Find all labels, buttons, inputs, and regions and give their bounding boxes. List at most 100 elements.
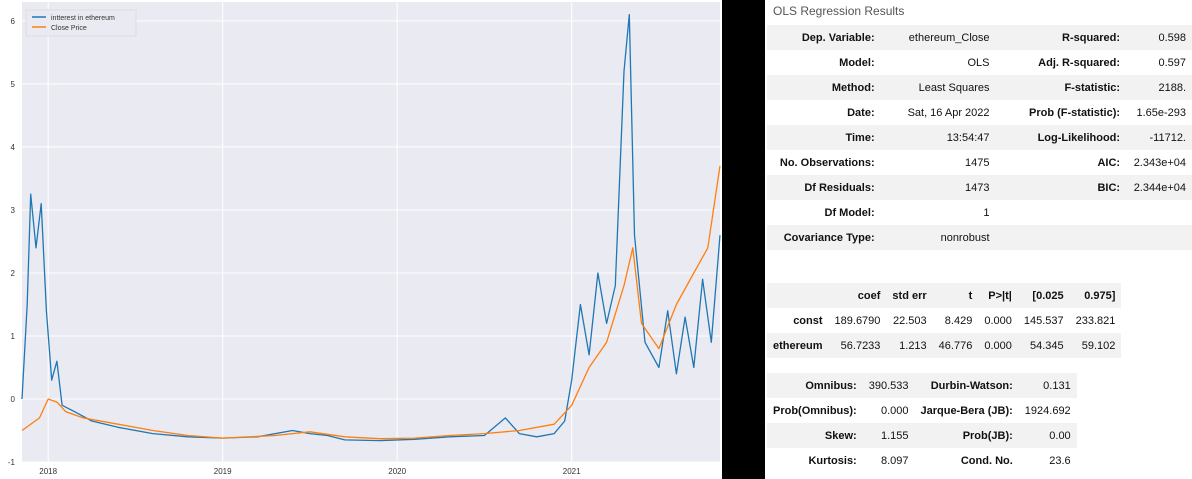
stat-value: 2.343e+04	[1133, 156, 1186, 169]
stat-label: Dep. Variable:	[767, 25, 881, 50]
coef-value: 46.776	[932, 333, 979, 358]
diagnostics-table: Omnibus: 390.533 Durbin-Watson: 0.131 Prob(O…	[767, 373, 1077, 473]
series-line-2	[21, 165, 721, 440]
stat-value: 2.344e+04	[1126, 175, 1192, 200]
diag-value: 390.533	[862, 373, 915, 398]
diag-row: Kurtosis: 8.097 Cond. No. 23.6	[767, 448, 1077, 473]
y-tick-label: 6	[11, 17, 16, 26]
coef-value: 59.102	[1069, 333, 1122, 358]
stat-value: 2188.	[1126, 75, 1192, 100]
coef-value: 145.537	[1023, 314, 1064, 327]
coef-header: 0.975]	[1069, 283, 1122, 308]
diag-value: 0.000	[880, 404, 909, 417]
coef-value: 233.821	[1075, 314, 1116, 327]
x-tick-label: 2021	[563, 467, 581, 476]
coef-header	[767, 283, 829, 308]
stat-label	[996, 200, 1127, 225]
summary-row: Time: 13:54:47 Log-Likelihood: -11712.	[767, 125, 1192, 150]
summary-table: Dep. Variable: ethereum_Close R-squared: 0.…	[767, 25, 1192, 250]
stat-label: Df Residuals:	[767, 175, 881, 200]
diag-label: Jarque-Bera (JB):	[920, 404, 1013, 417]
diag-row: Omnibus: 390.533 Durbin-Watson: 0.131	[767, 373, 1077, 398]
diag-label: Durbin-Watson:	[914, 373, 1019, 398]
x-tick-label: 2019	[214, 467, 232, 476]
stat-value: nonrobust	[880, 225, 996, 250]
stat-label: BIC:	[995, 175, 1127, 200]
coef-row: ethereum 56.7233 1.213 46.776 0.000 54.345 59.…	[767, 333, 1122, 358]
summary-row: Df Model: 1	[767, 200, 1192, 225]
stat-label: AIC:	[1097, 156, 1121, 169]
diag-value: 23.6	[1049, 454, 1071, 467]
summary-row: Df Residuals: 1473 BIC: 2.344e+04	[767, 175, 1192, 200]
stat-label: Adj. R-squared:	[1038, 56, 1121, 69]
diag-value: 8.097	[880, 454, 909, 467]
coef-header: [0.025	[1017, 283, 1070, 308]
diag-label: Prob(Omnibus):	[773, 404, 857, 417]
stat-label: R-squared:	[995, 25, 1127, 50]
diag-value: 0.131	[1018, 373, 1077, 398]
diag-label: Prob(JB):	[914, 423, 1019, 448]
stat-label: F-statistic:	[995, 75, 1127, 100]
stat-value: 1	[983, 206, 990, 219]
diag-label: Skew:	[767, 423, 863, 448]
summary-row: Covariance Type: nonrobust	[767, 225, 1192, 250]
coef-value: 0.000	[978, 333, 1018, 358]
coef-value: 22.503	[893, 314, 927, 327]
stat-label: Time:	[767, 125, 881, 150]
coef-value: 8.429	[944, 314, 973, 327]
results-title: OLS Regression Results	[773, 4, 905, 18]
stat-label: Method:	[767, 75, 881, 100]
stat-value: 1.65e-293	[1136, 106, 1186, 119]
stat-value	[1126, 200, 1192, 225]
time-series-chart: -1 0 1 2 3 4 5 6 2018 2019 2020 2021 intterest in et…	[8, 2, 721, 476]
stat-value: 0.598	[1126, 25, 1192, 50]
summary-row: No. Observations: 1475 AIC: 2.343e+04	[767, 150, 1192, 175]
chart-panel: -1 0 1 2 3 4 5 6 2018 2019 2020 2021 intterest in et…	[0, 0, 722, 479]
plot-area	[22, 2, 720, 462]
coef-table: coef std err t P>|t| [0.025 0.975] const 189.67…	[767, 283, 1122, 358]
stat-label: No. Observations:	[779, 156, 875, 169]
stat-value: OLS	[967, 56, 990, 69]
y-tick-label: 2	[11, 269, 16, 278]
coef-value: 189.6790	[834, 314, 881, 327]
stat-label: Covariance Type:	[767, 225, 881, 250]
x-tick-label: 2018	[39, 467, 57, 476]
summary-row: Dep. Variable: ethereum_Close R-squared: 0.…	[767, 25, 1192, 50]
coef-value: 1.213	[886, 333, 933, 358]
summary-row: Model: OLS Adj. R-squared: 0.597	[767, 50, 1192, 75]
summary-row: Date: Sat, 16 Apr 2022 Prob (F-statistic):…	[767, 100, 1192, 125]
coef-header: P>|t|	[978, 283, 1018, 308]
coef-header: coef	[828, 283, 887, 308]
coef-header: t	[932, 283, 979, 308]
diag-value: 0.00	[1018, 423, 1077, 448]
diag-label: Cond. No.	[960, 454, 1013, 467]
stat-value: 1475	[965, 156, 990, 169]
stat-value	[1126, 225, 1192, 250]
diag-value: 1924.692	[1024, 404, 1071, 417]
coef-value: 0.000	[984, 314, 1012, 327]
stat-value: 0.597	[1158, 56, 1186, 69]
coef-value: 56.7233	[828, 333, 887, 358]
stat-label: Log-Likelihood:	[995, 125, 1127, 150]
stat-label: Model:	[839, 56, 875, 69]
coef-term: const	[793, 314, 823, 327]
coef-value: 54.345	[1017, 333, 1070, 358]
y-tick-label: 4	[11, 143, 16, 152]
stat-label: Df Model:	[824, 206, 875, 219]
ols-results-panel: OLS Regression Results Dep. Variable: eth…	[765, 0, 1192, 479]
stat-value: 13:54:47	[880, 125, 996, 150]
y-tick-label: 0	[11, 395, 16, 404]
summary-row: Method: Least Squares F-statistic: 2188.	[767, 75, 1192, 100]
coef-header-row: coef std err t P>|t| [0.025 0.975]	[767, 283, 1122, 308]
coef-row: const 189.6790 22.503 8.429 0.000 145.537 233.…	[767, 308, 1121, 333]
stat-label: Date:	[847, 106, 875, 119]
y-tick-label: 1	[11, 332, 16, 341]
diag-label: Kurtosis:	[808, 454, 857, 467]
stat-value: Sat, 16 Apr 2022	[907, 106, 990, 119]
diag-value: 1.155	[862, 423, 915, 448]
legend-label: Close Price	[51, 25, 87, 32]
legend-label: intterest in ethereum	[51, 15, 115, 22]
coef-header: std err	[886, 283, 933, 308]
x-tick-label: 2020	[388, 467, 406, 476]
diag-row: Prob(Omnibus): 0.000 Jarque-Bera (JB): 1924…	[767, 398, 1077, 423]
